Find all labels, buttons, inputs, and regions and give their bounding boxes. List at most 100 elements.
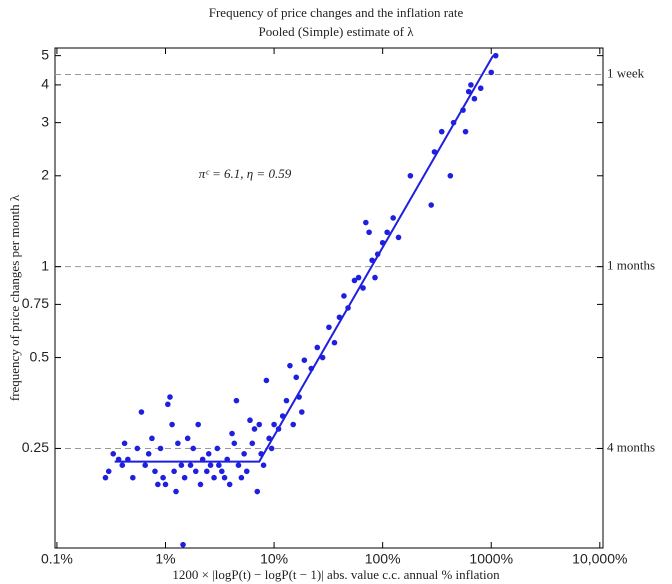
data-point <box>492 52 499 59</box>
data-point <box>256 421 263 428</box>
fit-line <box>114 55 494 463</box>
data-point <box>249 440 256 447</box>
data-point <box>431 149 438 155</box>
data-point <box>145 450 152 457</box>
data-point <box>192 468 199 475</box>
data-point <box>152 468 158 475</box>
y-tick-label: 4 <box>41 76 49 92</box>
y-tick-label: 0.75 <box>22 295 49 311</box>
data-point <box>450 119 457 126</box>
data-point <box>363 219 369 226</box>
data-point <box>160 474 166 481</box>
data-point <box>165 401 171 408</box>
data-point <box>238 474 245 481</box>
y-tick-label: 2 <box>41 166 49 182</box>
data-point <box>298 409 305 415</box>
data-point <box>211 474 217 481</box>
data-point <box>275 426 282 432</box>
data-point <box>266 435 272 442</box>
data-point <box>125 456 131 463</box>
data-point <box>447 172 454 179</box>
data-point <box>134 445 141 452</box>
data-point <box>296 394 302 400</box>
data-point <box>471 95 478 102</box>
data-point <box>247 417 253 424</box>
data-point <box>115 456 122 463</box>
data-point <box>372 274 378 281</box>
data-point <box>142 462 148 469</box>
data-point <box>268 445 275 452</box>
data-point <box>301 357 308 364</box>
data-point <box>460 107 466 113</box>
data-point <box>283 397 290 404</box>
data-point <box>197 481 204 488</box>
data-point <box>187 462 194 469</box>
data-point <box>235 462 242 469</box>
data-point <box>254 488 261 495</box>
data-point <box>465 88 472 95</box>
data-point <box>271 421 277 428</box>
data-point <box>224 456 230 463</box>
x-tick-label: 1000% <box>469 551 513 567</box>
data-point <box>241 450 247 457</box>
data-point <box>167 394 173 400</box>
data-point <box>105 468 112 475</box>
x-tick-label: 100% <box>365 551 401 567</box>
plot-frame <box>54 47 604 549</box>
reference-label: 1 months <box>607 258 655 273</box>
data-point <box>121 440 128 447</box>
data-point <box>407 172 414 179</box>
data-point <box>279 413 286 419</box>
data-point <box>207 462 214 469</box>
data-point <box>138 409 145 415</box>
data-point <box>438 128 445 135</box>
data-point <box>390 215 396 221</box>
data-point <box>290 421 296 428</box>
data-point <box>173 488 179 495</box>
chart-title: Frequency of price changes and the infla… <box>209 5 464 20</box>
data-point <box>331 339 338 346</box>
data-point <box>379 239 386 246</box>
data-point <box>180 541 186 548</box>
data-point <box>203 468 210 475</box>
y-tick-label: 5 <box>41 46 49 62</box>
data-point <box>351 277 358 284</box>
x-tick-label: 0.1% <box>41 551 73 567</box>
data-point <box>355 274 362 281</box>
y-tick-label: 0.5 <box>30 348 50 364</box>
data-point <box>169 421 175 428</box>
data-point <box>214 445 221 452</box>
data-point <box>175 440 181 447</box>
x-tick-label: 1% <box>155 551 175 567</box>
data-point <box>326 324 332 331</box>
data-point <box>462 128 469 135</box>
data-point <box>468 82 474 88</box>
data-point <box>260 462 267 469</box>
data-point <box>190 445 197 452</box>
data-point <box>181 474 188 481</box>
data-point <box>219 468 225 475</box>
data-point <box>395 234 402 241</box>
data-point <box>119 462 126 469</box>
data-point <box>205 450 212 457</box>
data-point <box>157 445 164 452</box>
x-tick-label: 10,000% <box>572 551 627 567</box>
data-point <box>251 426 258 432</box>
data-point <box>243 468 250 475</box>
data-point <box>221 474 228 481</box>
data-point <box>155 481 161 488</box>
data-point <box>199 456 206 463</box>
data-point <box>314 344 321 351</box>
data-point <box>258 450 264 457</box>
y-tick-label: 3 <box>41 113 49 129</box>
reference-label: 1 week <box>607 65 645 80</box>
data-point <box>171 468 177 475</box>
data-point <box>263 377 270 384</box>
x-axis-label: 1200 × |logP(t) − logP(t − 1)| abs. valu… <box>172 567 500 582</box>
data-point <box>428 202 435 208</box>
y-tick-label: 1 <box>41 257 49 273</box>
data-point <box>110 450 117 457</box>
data-point <box>233 397 240 404</box>
data-point <box>195 421 201 428</box>
data-point <box>178 462 185 469</box>
